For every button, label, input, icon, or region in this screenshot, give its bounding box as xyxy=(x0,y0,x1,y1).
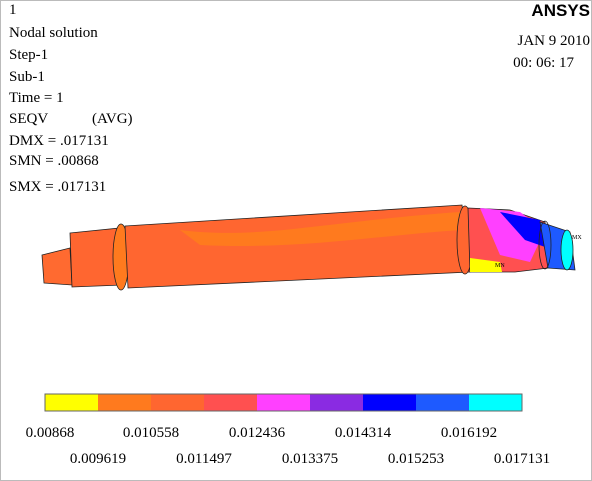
legend-swatch xyxy=(469,394,523,411)
max-marker: MX xyxy=(572,235,582,241)
legend-label: 0.012436 xyxy=(229,425,286,441)
legend-label: 0.015253 xyxy=(388,451,444,467)
result-mode: (AVG) xyxy=(92,111,133,127)
logo: ANSYS xyxy=(531,1,590,20)
legend-label: 0.013375 xyxy=(282,451,338,467)
legend-swatch xyxy=(151,394,205,411)
info-line: Nodal solution xyxy=(9,25,98,41)
time: 00: 06: 17 xyxy=(513,55,574,71)
legend-label: 0.010558 xyxy=(123,425,179,441)
stat-line: SMN = .00868 xyxy=(9,153,99,169)
info-line: Time = 1 xyxy=(9,90,64,106)
legend-swatch xyxy=(45,394,99,411)
result-name: SEQV xyxy=(9,111,48,127)
min-marker: MN xyxy=(495,263,505,269)
legend-swatch xyxy=(257,394,311,411)
legend-label: 0.016192 xyxy=(441,425,497,441)
legend-label: 0.017131 xyxy=(494,451,550,467)
stat-line: SMX = .017131 xyxy=(9,179,106,195)
legend-label: 0.014314 xyxy=(335,425,392,441)
ansys-window: 1 Nodal solution Step-1 Sub-1 Time = 1 S… xyxy=(0,0,592,481)
legend-swatch xyxy=(363,394,417,411)
legend-swatch xyxy=(310,394,364,411)
legend-swatch xyxy=(98,394,152,411)
date: JAN 9 2010 xyxy=(517,33,590,49)
legend-swatch xyxy=(204,394,258,411)
stat-line: DMX = .017131 xyxy=(9,133,109,149)
info-line: Step-1 xyxy=(9,47,48,63)
legend-label: 0.00868 xyxy=(26,425,75,441)
legend-label: 0.009619 xyxy=(70,451,126,467)
legend-label: 0.011497 xyxy=(176,451,232,467)
info-line: Sub-1 xyxy=(9,69,45,85)
window-number: 1 xyxy=(9,2,17,18)
legend-swatch xyxy=(416,394,470,411)
